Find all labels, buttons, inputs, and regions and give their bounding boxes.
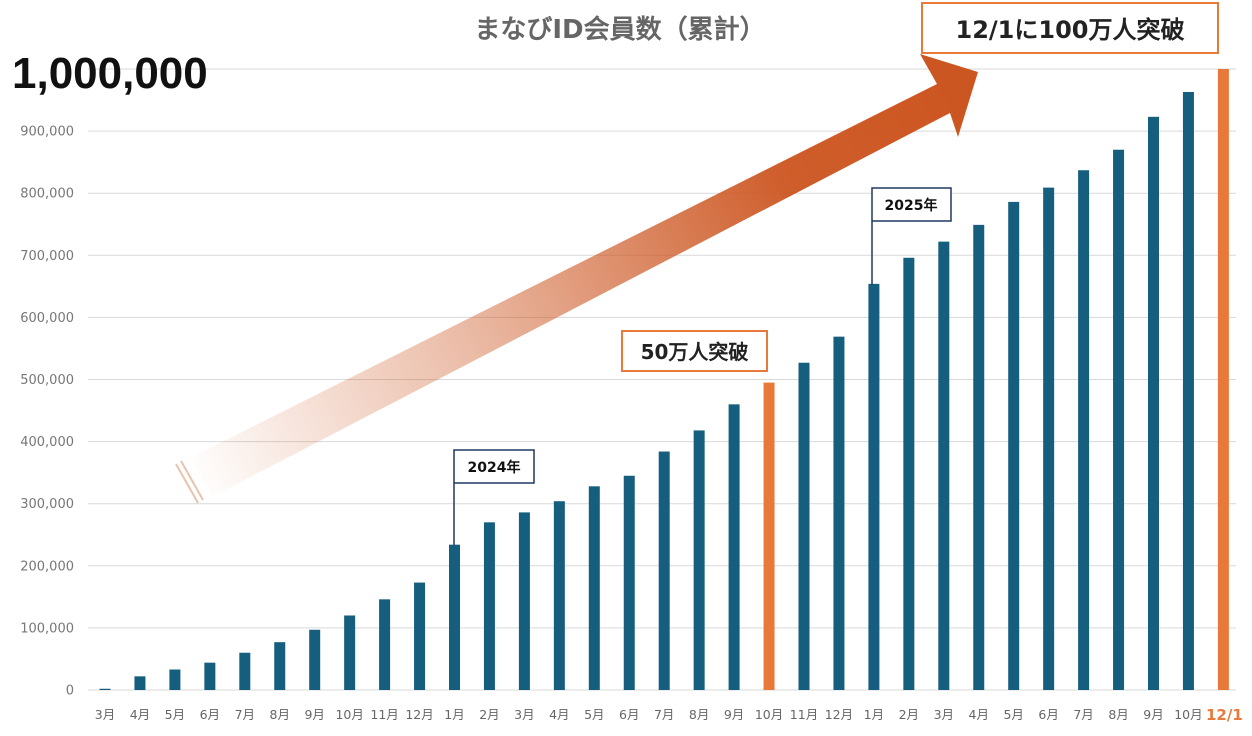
bar xyxy=(798,362,810,690)
x-tick-label: 8月 xyxy=(689,707,709,722)
year-2024-label: 2024年 xyxy=(468,459,521,476)
bar xyxy=(99,688,111,690)
x-tick-label: 10月 xyxy=(335,707,363,722)
x-tick-label: 7月 xyxy=(1073,707,1093,722)
bar xyxy=(1148,116,1159,690)
x-tick-label: 11月 xyxy=(370,707,398,722)
bar xyxy=(1113,149,1125,691)
x-axis-ticks: 3月 4月 5月 6月 7月 8月 9月 10月 11月 12月 1月 2月 3月 4月 5月 6月 7月 8月 9… xyxy=(95,706,1243,724)
bar xyxy=(134,676,146,690)
x-tick-label: 2月 xyxy=(899,707,919,722)
bars xyxy=(99,69,1229,691)
x-tick-label: 8月 xyxy=(1108,707,1128,722)
callout-500k-label: 50万人突破 xyxy=(641,340,749,364)
y-tick-label: 400,000 xyxy=(20,435,74,450)
y-tick-label: 700,000 xyxy=(20,249,74,264)
bar xyxy=(483,522,495,690)
headline-value: 1,000,000 xyxy=(12,49,208,98)
bar xyxy=(973,224,985,690)
bar xyxy=(553,501,565,690)
bar xyxy=(938,241,950,690)
callout-500k-box xyxy=(621,330,768,372)
x-tick-label: 7月 xyxy=(654,707,674,722)
bar xyxy=(449,544,460,690)
y-axis-ticks: 0 100,000 200,000 300,000 400,000 500,000 600,… xyxy=(20,125,74,699)
callout-500k: 50万人突破 xyxy=(621,330,768,372)
x-tick-label: 12/1 xyxy=(1206,706,1243,724)
x-tick-label: 6月 xyxy=(619,707,639,722)
bar xyxy=(1043,187,1055,690)
bar xyxy=(1008,201,1020,691)
x-tick-label: 4月 xyxy=(549,707,569,722)
x-tick-label: 11月 xyxy=(790,707,818,722)
x-tick-label: 5月 xyxy=(1003,707,1023,722)
y-tick-label: 600,000 xyxy=(20,311,74,326)
x-tick-label: 9月 xyxy=(724,707,744,722)
callout-1m: 12/1に100万人突破 xyxy=(921,2,1219,54)
x-tick-label: 9月 xyxy=(304,707,324,722)
x-tick-label: 3月 xyxy=(95,707,115,722)
chart-title: まなびID会員数（累計） xyxy=(474,14,765,45)
x-tick-label: 1月 xyxy=(444,707,464,722)
x-tick-label: 4月 xyxy=(130,707,150,722)
x-tick-label: 10月 xyxy=(755,707,783,722)
callout-1m-label: 12/1に100万人突破 xyxy=(956,16,1185,44)
bar xyxy=(1078,170,1090,690)
x-tick-label: 6月 xyxy=(1038,707,1058,722)
bar xyxy=(274,642,286,690)
x-tick-label: 1月 xyxy=(864,707,884,722)
bar xyxy=(414,582,426,690)
bar xyxy=(833,336,845,690)
bar xyxy=(658,451,670,690)
year-2024-box xyxy=(453,449,535,484)
x-tick-label: 5月 xyxy=(165,707,185,722)
bar xyxy=(588,486,600,690)
x-tick-label: 3月 xyxy=(514,707,534,722)
x-tick-label: 5月 xyxy=(584,707,604,722)
y-tick-label: 500,000 xyxy=(20,373,74,388)
bar xyxy=(903,257,915,690)
gridlines xyxy=(88,68,1236,691)
x-tick-label: 6月 xyxy=(200,707,220,722)
year-marker-2025: 2025年 xyxy=(871,187,952,285)
year-marker-2024: 2024年 xyxy=(453,449,535,545)
x-tick-label: 12月 xyxy=(405,707,433,722)
bar xyxy=(693,430,705,690)
x-tick-label: 4月 xyxy=(969,707,989,722)
bar-highlight xyxy=(1217,69,1229,690)
bar xyxy=(518,512,530,690)
x-tick-label: 12月 xyxy=(825,707,853,722)
bar xyxy=(1182,91,1194,691)
y-tick-label: 800,000 xyxy=(20,187,74,202)
bar xyxy=(379,599,391,690)
y-tick-label: 0 xyxy=(66,684,74,699)
bar-highlight xyxy=(763,382,775,690)
y-tick-label: 900,000 xyxy=(20,125,74,140)
y-tick-label: 200,000 xyxy=(20,559,74,574)
bar xyxy=(169,669,181,690)
callout-1m-box xyxy=(921,2,1219,54)
x-tick-label: 9月 xyxy=(1143,707,1163,722)
y-tick-label: 300,000 xyxy=(20,497,74,512)
x-tick-label: 10月 xyxy=(1174,707,1202,722)
bar xyxy=(239,652,251,690)
year-2025-box xyxy=(871,187,952,222)
bar xyxy=(204,662,216,690)
year-2025-label: 2025年 xyxy=(885,197,938,214)
x-tick-label: 7月 xyxy=(235,707,255,722)
bar xyxy=(868,283,880,690)
bar xyxy=(344,615,356,690)
y-tick-label: 100,000 xyxy=(20,621,74,636)
x-tick-label: 8月 xyxy=(270,707,290,722)
x-tick-label: 3月 xyxy=(934,707,954,722)
bar xyxy=(623,475,635,690)
bar xyxy=(728,404,740,690)
x-tick-label: 2月 xyxy=(479,707,499,722)
bar xyxy=(309,629,321,690)
trend-arrow xyxy=(175,54,978,504)
